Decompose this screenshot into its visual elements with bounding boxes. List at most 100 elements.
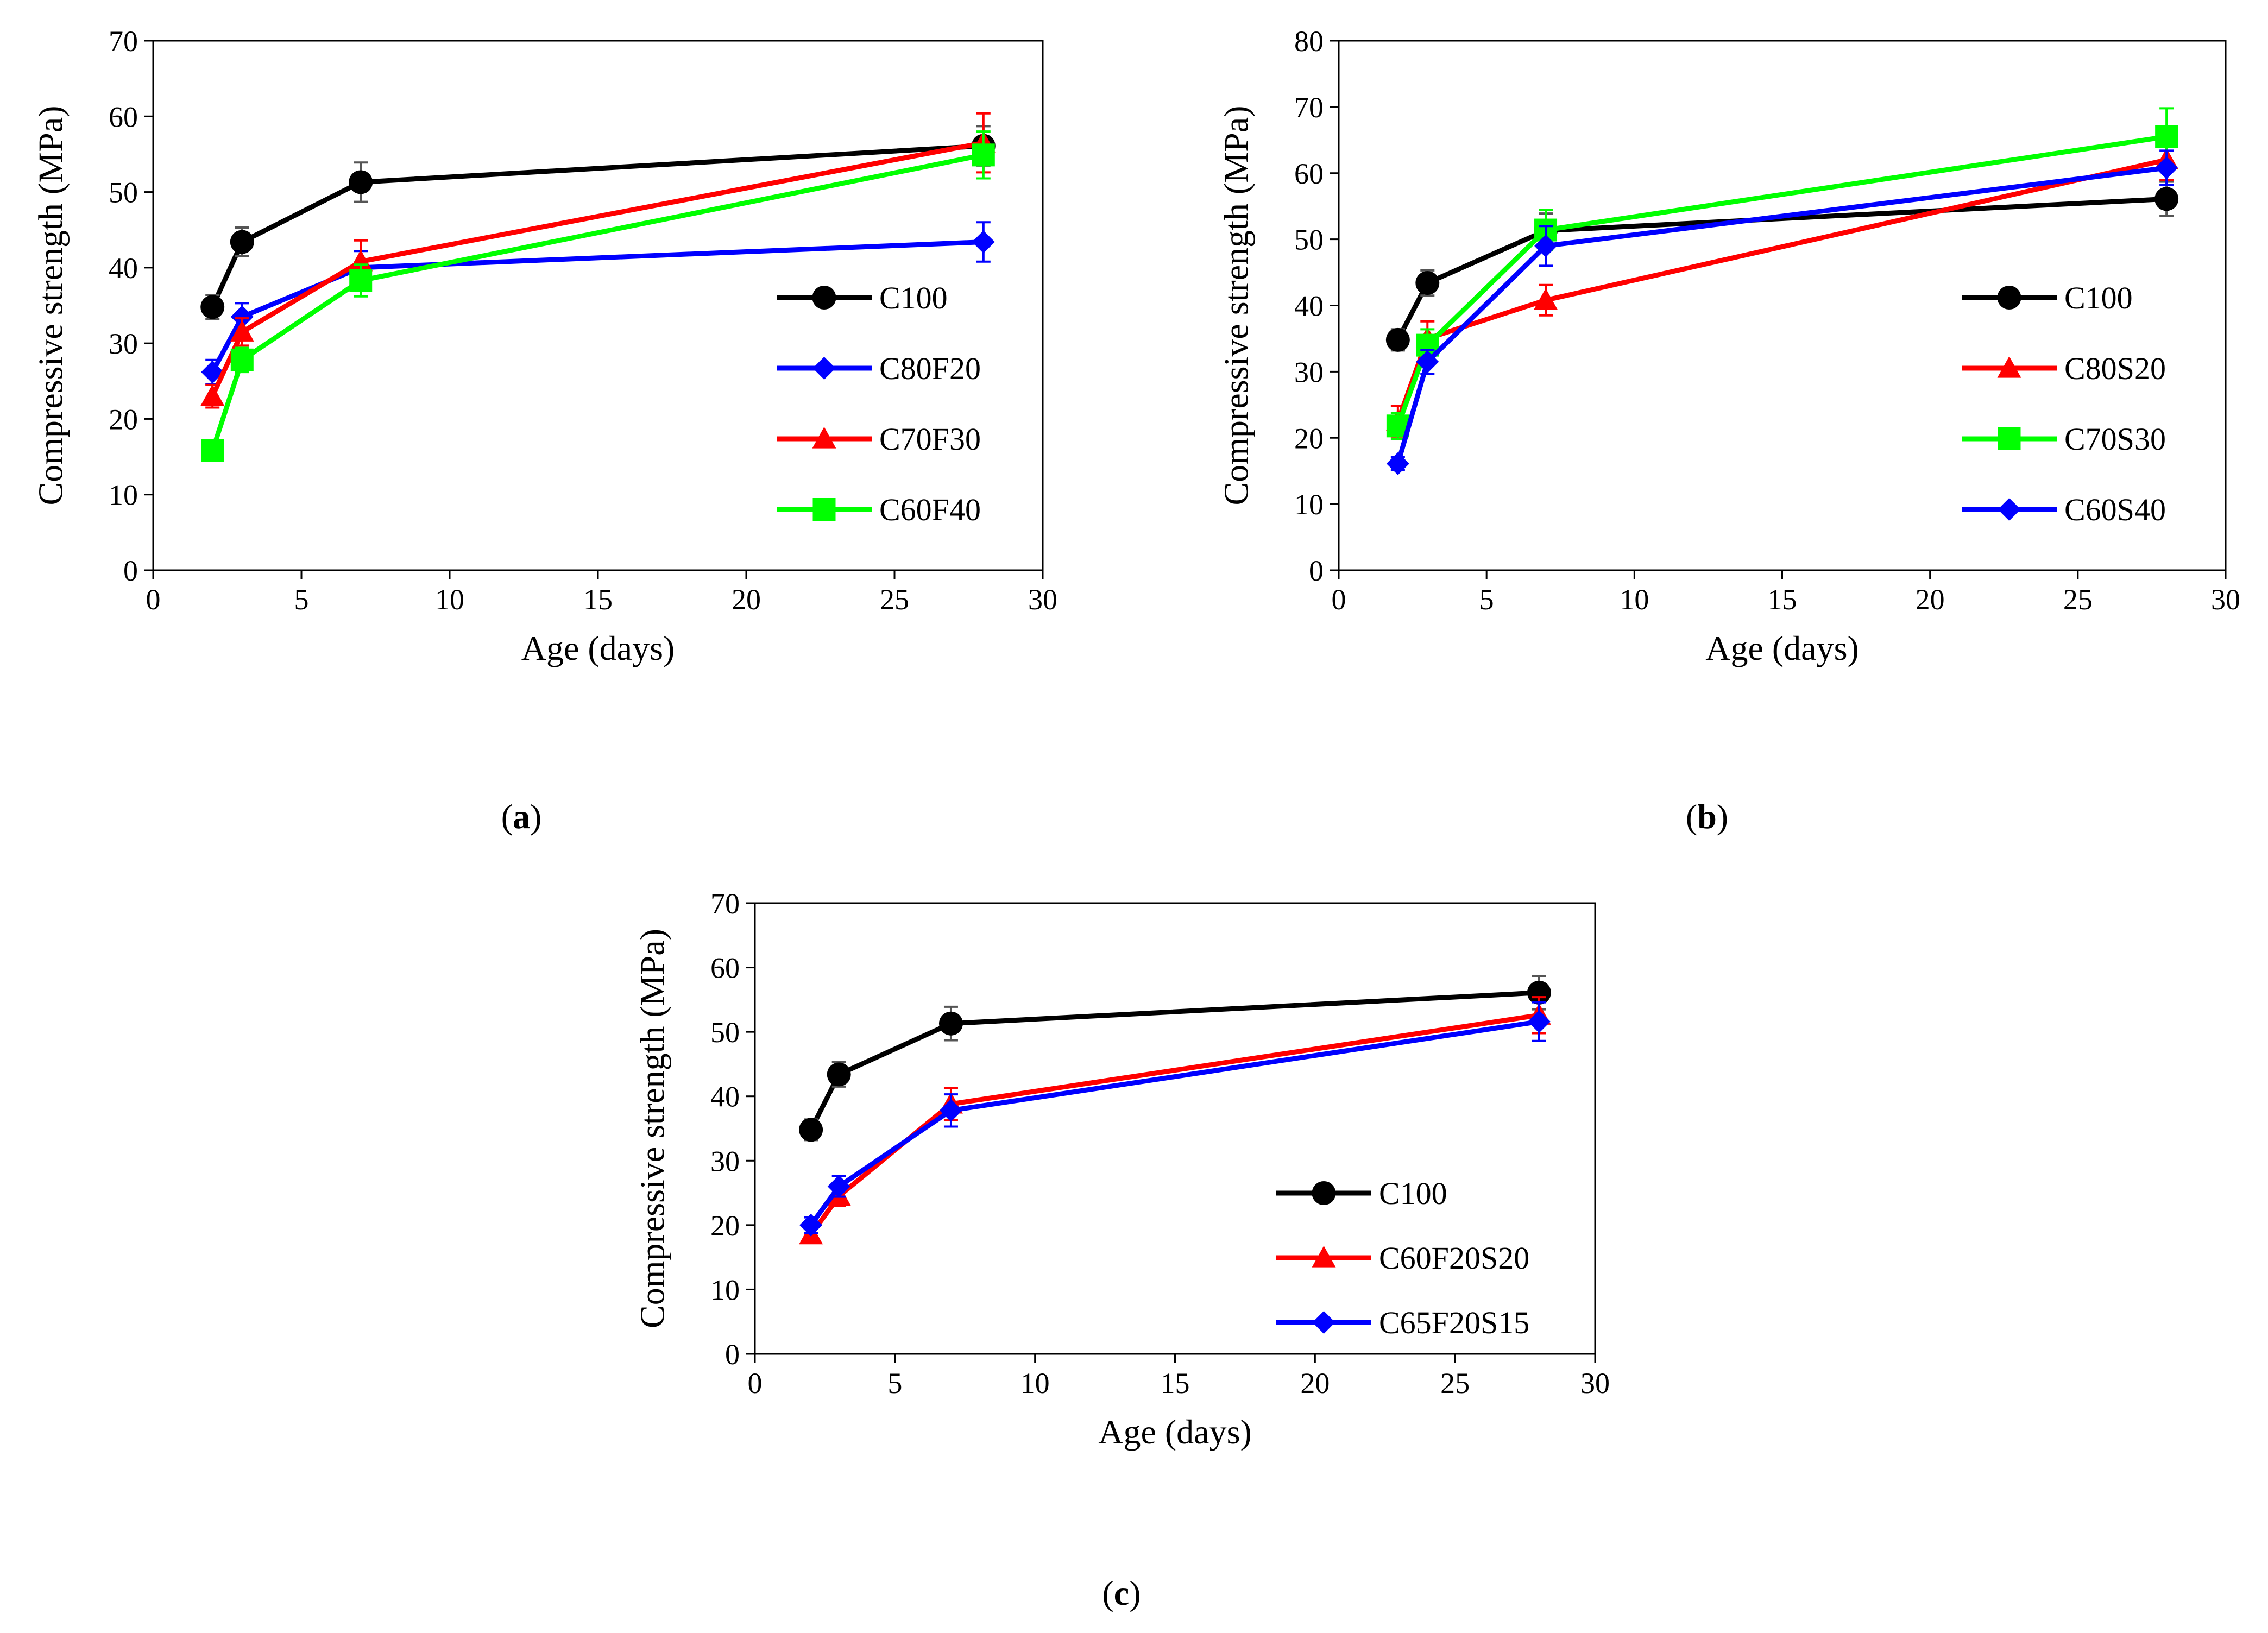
caption-part: b [1697, 797, 1717, 836]
series-line [210, 140, 984, 398]
x-tick-label: 25 [880, 583, 909, 616]
x-tick-label: 5 [887, 1367, 902, 1399]
legend-marker [1998, 498, 2021, 521]
y-tick-label: 50 [710, 1016, 740, 1049]
x-tick-label: 5 [294, 583, 309, 616]
y-tick-label: 20 [109, 403, 138, 436]
legend-marker [812, 286, 836, 310]
series-C100 [200, 125, 996, 320]
data-point [972, 143, 995, 167]
legend-marker [1312, 1311, 1335, 1334]
data-point [230, 320, 254, 342]
data-point [1415, 271, 1440, 295]
x-tick-label: 10 [1620, 583, 1649, 616]
x-tick-label: 0 [1332, 583, 1346, 616]
series-line [809, 990, 1540, 1131]
data-point [1527, 1010, 1551, 1033]
y-tick-label: 70 [109, 25, 138, 58]
data-point [799, 1213, 823, 1237]
legend-label: C65F20S15 [1379, 1305, 1529, 1340]
data-point [230, 348, 254, 371]
y-axis-title: Compressive strength (MPa) [31, 106, 70, 506]
legend-marker [812, 498, 836, 521]
series-C70S30 [1386, 107, 2178, 440]
legend-label: C100 [879, 280, 948, 316]
legend-marker [1312, 1246, 1336, 1268]
chart-panel-b: 0 5 10 15 20 25 30 0 10 20 30 40 50 60 70 80 Age (days) C… [1217, 25, 2240, 836]
series-line [1395, 157, 2168, 423]
data-point [799, 1118, 823, 1142]
y-tick-label: 80 [1294, 25, 1324, 58]
series-C65F20S15 [799, 1001, 1551, 1237]
x-tick-label: 20 [732, 583, 761, 616]
x-axis-title: Age (days) [521, 629, 675, 667]
caption-part: ( [1686, 797, 1697, 836]
data-point [2155, 156, 2178, 179]
data-point [1527, 980, 1551, 1005]
caption-part: ) [1717, 797, 1728, 836]
y-tick-label: 60 [1294, 157, 1324, 190]
legend-label: C60F40 [879, 492, 981, 527]
y-tick-label: 30 [109, 327, 138, 360]
y-tick-label: 30 [710, 1145, 740, 1177]
caption-part: c [1114, 1574, 1129, 1612]
y-tick-label: 0 [1309, 554, 1324, 587]
y-tick-label: 0 [725, 1338, 740, 1371]
series-line [809, 1019, 1540, 1227]
data-point [972, 230, 995, 254]
panel-caption: (b) [1686, 797, 1728, 836]
y-tick-label: 10 [710, 1273, 740, 1306]
data-point [349, 170, 373, 194]
y-tick-label: 20 [710, 1209, 740, 1242]
y-tick-label: 40 [109, 252, 138, 285]
data-point [201, 439, 224, 462]
legend-marker [1997, 286, 2021, 310]
legend-marker [812, 357, 836, 380]
x-tick-label: 25 [1440, 1367, 1470, 1399]
legend-label: C100 [1379, 1176, 1447, 1211]
x-tick-label: 10 [1020, 1367, 1050, 1399]
x-tick-label: 30 [2211, 583, 2240, 616]
x-tick-label: 15 [583, 583, 613, 616]
legend-label: C100 [2064, 280, 2133, 316]
x-tick-label: 25 [2063, 583, 2093, 616]
data-point [938, 1011, 963, 1036]
x-tick-label: 0 [748, 1367, 763, 1399]
caption-part: ) [530, 797, 541, 836]
data-point [349, 249, 373, 272]
x-tick-label: 5 [1479, 583, 1494, 616]
legend-label: C70S30 [2064, 421, 2166, 457]
legend-label: C70F30 [879, 421, 981, 457]
panel-caption: (a) [501, 797, 542, 836]
legend-label: C60F20S20 [1379, 1240, 1529, 1276]
data-point [1416, 350, 1439, 374]
data-point [200, 295, 225, 319]
x-axis-title: Age (days) [1705, 629, 1859, 667]
data-point [1386, 452, 1409, 475]
x-tick-label: 30 [1028, 583, 1057, 616]
y-tick-label: 10 [109, 479, 138, 512]
chart-panel-c: 0 5 10 15 20 25 30 0 10 20 30 40 50 60 70 Age (days) Com… [633, 887, 1610, 1612]
legend: C100 C80F20 C70F30 C60F40 [777, 280, 981, 527]
data-point [230, 230, 254, 254]
series-line [210, 239, 984, 374]
legend-label: C60S40 [2064, 492, 2166, 527]
x-tick-label: 15 [1768, 583, 1797, 616]
x-tick-label: 20 [1916, 583, 1945, 616]
legend: C100 C80S20 C70S30 C60S40 [1962, 280, 2166, 527]
data-point [827, 1175, 850, 1198]
y-tick-label: 0 [123, 554, 138, 587]
caption-part: ( [501, 797, 513, 836]
data-point [230, 305, 254, 329]
legend-marker [1998, 427, 2021, 450]
y-tick-label: 20 [1294, 422, 1324, 455]
legend-label: C80S20 [2064, 351, 2166, 386]
x-tick-label: 15 [1161, 1367, 1190, 1399]
y-tick-label: 60 [710, 952, 740, 985]
data-point [2154, 187, 2179, 211]
legend: C100 C60F20S20 C65F20S15 [1276, 1176, 1529, 1340]
x-tick-label: 10 [435, 583, 464, 616]
legend-marker [1312, 1181, 1336, 1205]
y-tick-label: 40 [710, 1081, 740, 1113]
